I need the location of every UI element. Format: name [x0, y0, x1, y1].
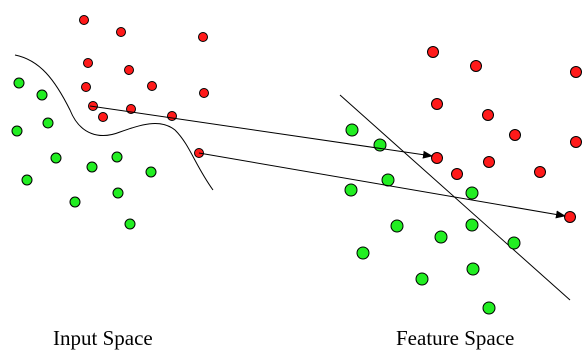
mapping-arrow-2: [198, 152, 566, 219]
feature-green-point: [344, 183, 358, 197]
input-green-point: [86, 161, 98, 173]
feature-red-point: [451, 168, 463, 180]
input-green-point: [50, 152, 62, 164]
feature-red-point: [483, 156, 495, 168]
input-green-point: [13, 77, 25, 89]
feature-green-point: [466, 262, 480, 276]
feature-red-point: [570, 66, 582, 78]
input-green-point: [145, 166, 157, 178]
input-green-point: [111, 151, 123, 163]
input-green-point: [42, 117, 54, 129]
input-red-point: [116, 27, 126, 37]
feature-green-point: [465, 186, 479, 200]
mapping-arrow-1: [89, 105, 433, 159]
input-green-point: [112, 187, 124, 199]
input-red-point: [81, 82, 91, 92]
feature-green-point: [381, 173, 395, 187]
input-red-point: [83, 58, 93, 68]
feature-red-point: [570, 136, 582, 148]
feature-red-point: [482, 109, 494, 121]
feature-green-point: [390, 219, 404, 233]
feature-green-point: [356, 246, 370, 260]
feature-red-point: [509, 129, 521, 141]
input-red-point: [167, 111, 177, 121]
feature-space-label: Feature Space: [396, 326, 515, 350]
feature-red-point: [470, 60, 482, 72]
feature-red-point: [431, 98, 443, 110]
input-green-point: [69, 196, 81, 208]
feature-red-point: [534, 166, 546, 178]
input-space-label: Input Space: [53, 326, 153, 350]
input-red-point: [98, 112, 108, 122]
input-green-point: [21, 174, 33, 186]
input-red-point: [199, 88, 209, 98]
input-green-point: [36, 89, 48, 101]
feature-red-point: [427, 46, 439, 58]
feature-green-point: [482, 301, 496, 315]
input-green-point: [11, 125, 23, 137]
feature-green-point: [507, 236, 521, 250]
feature-green-point: [415, 272, 429, 286]
feature-space-points: [344, 46, 582, 315]
feature-red-point: [564, 211, 576, 223]
input-green-point: [124, 218, 136, 230]
feature-green-point: [434, 230, 448, 244]
input-red-point: [79, 15, 89, 25]
feature-green-point: [465, 218, 479, 232]
feature-red-point: [431, 152, 443, 164]
input-space-curved-boundary: [14, 54, 214, 191]
input-red-point: [198, 32, 208, 42]
input-red-point: [147, 81, 157, 91]
input-space-points: [11, 15, 209, 230]
input-red-point: [124, 65, 134, 75]
feature-green-point: [345, 123, 359, 137]
